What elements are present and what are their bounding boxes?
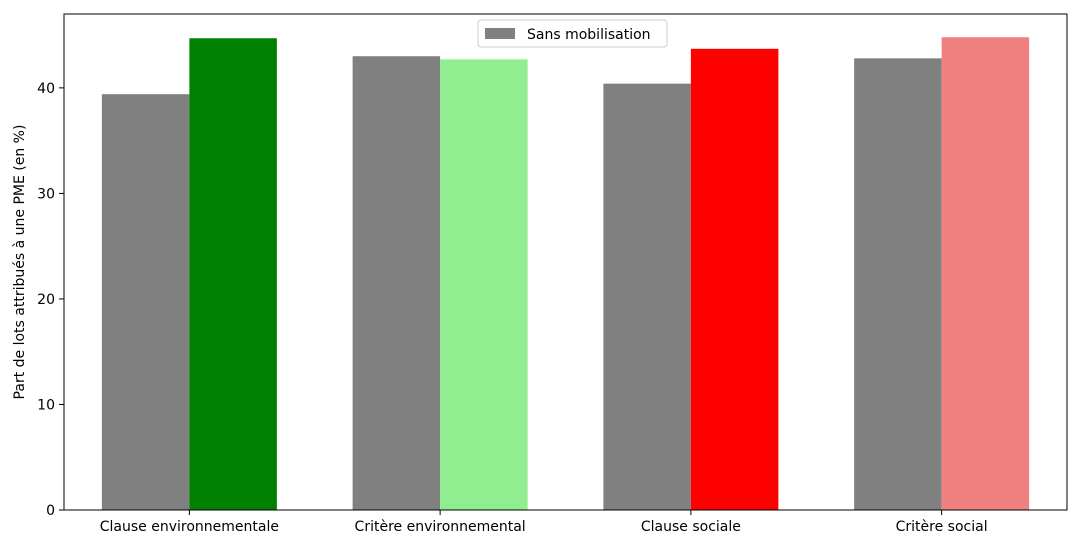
y-tick-label: 30 [37, 186, 55, 202]
bar-sans-mobilisation-4 [854, 58, 942, 511]
y-tick-label: 0 [46, 503, 55, 519]
plot-frame [63, 13, 1068, 511]
bar-sans-mobilisation-3 [603, 83, 691, 510]
legend-box [477, 19, 668, 48]
y-axis-label: Part de lots attribués à une PME (en %) [12, 125, 28, 400]
legend-swatch [485, 28, 515, 39]
bar-avec-mobilisation-1 [189, 38, 277, 510]
bar-avec-mobilisation-3 [690, 48, 779, 510]
y-tick-label: 40 [37, 81, 55, 97]
y-tick-label: 10 [37, 397, 55, 413]
x-tick-label: Clause environnementale [100, 519, 279, 535]
bar-avec-mobilisation-4 [941, 37, 1030, 511]
legend-label: Sans mobilisation [527, 27, 651, 43]
legend: Sans mobilisation [477, 19, 668, 48]
bar-sans-mobilisation-2 [352, 56, 441, 510]
x-tick-label: Critère social [896, 519, 988, 535]
y-tick-label: 20 [37, 292, 55, 308]
bar-sans-mobilisation-1 [101, 94, 190, 510]
x-tick-label: Clause sociale [641, 519, 741, 535]
x-tick-label: Critère environnemental [355, 519, 526, 535]
bar-avec-mobilisation-2 [440, 59, 528, 510]
